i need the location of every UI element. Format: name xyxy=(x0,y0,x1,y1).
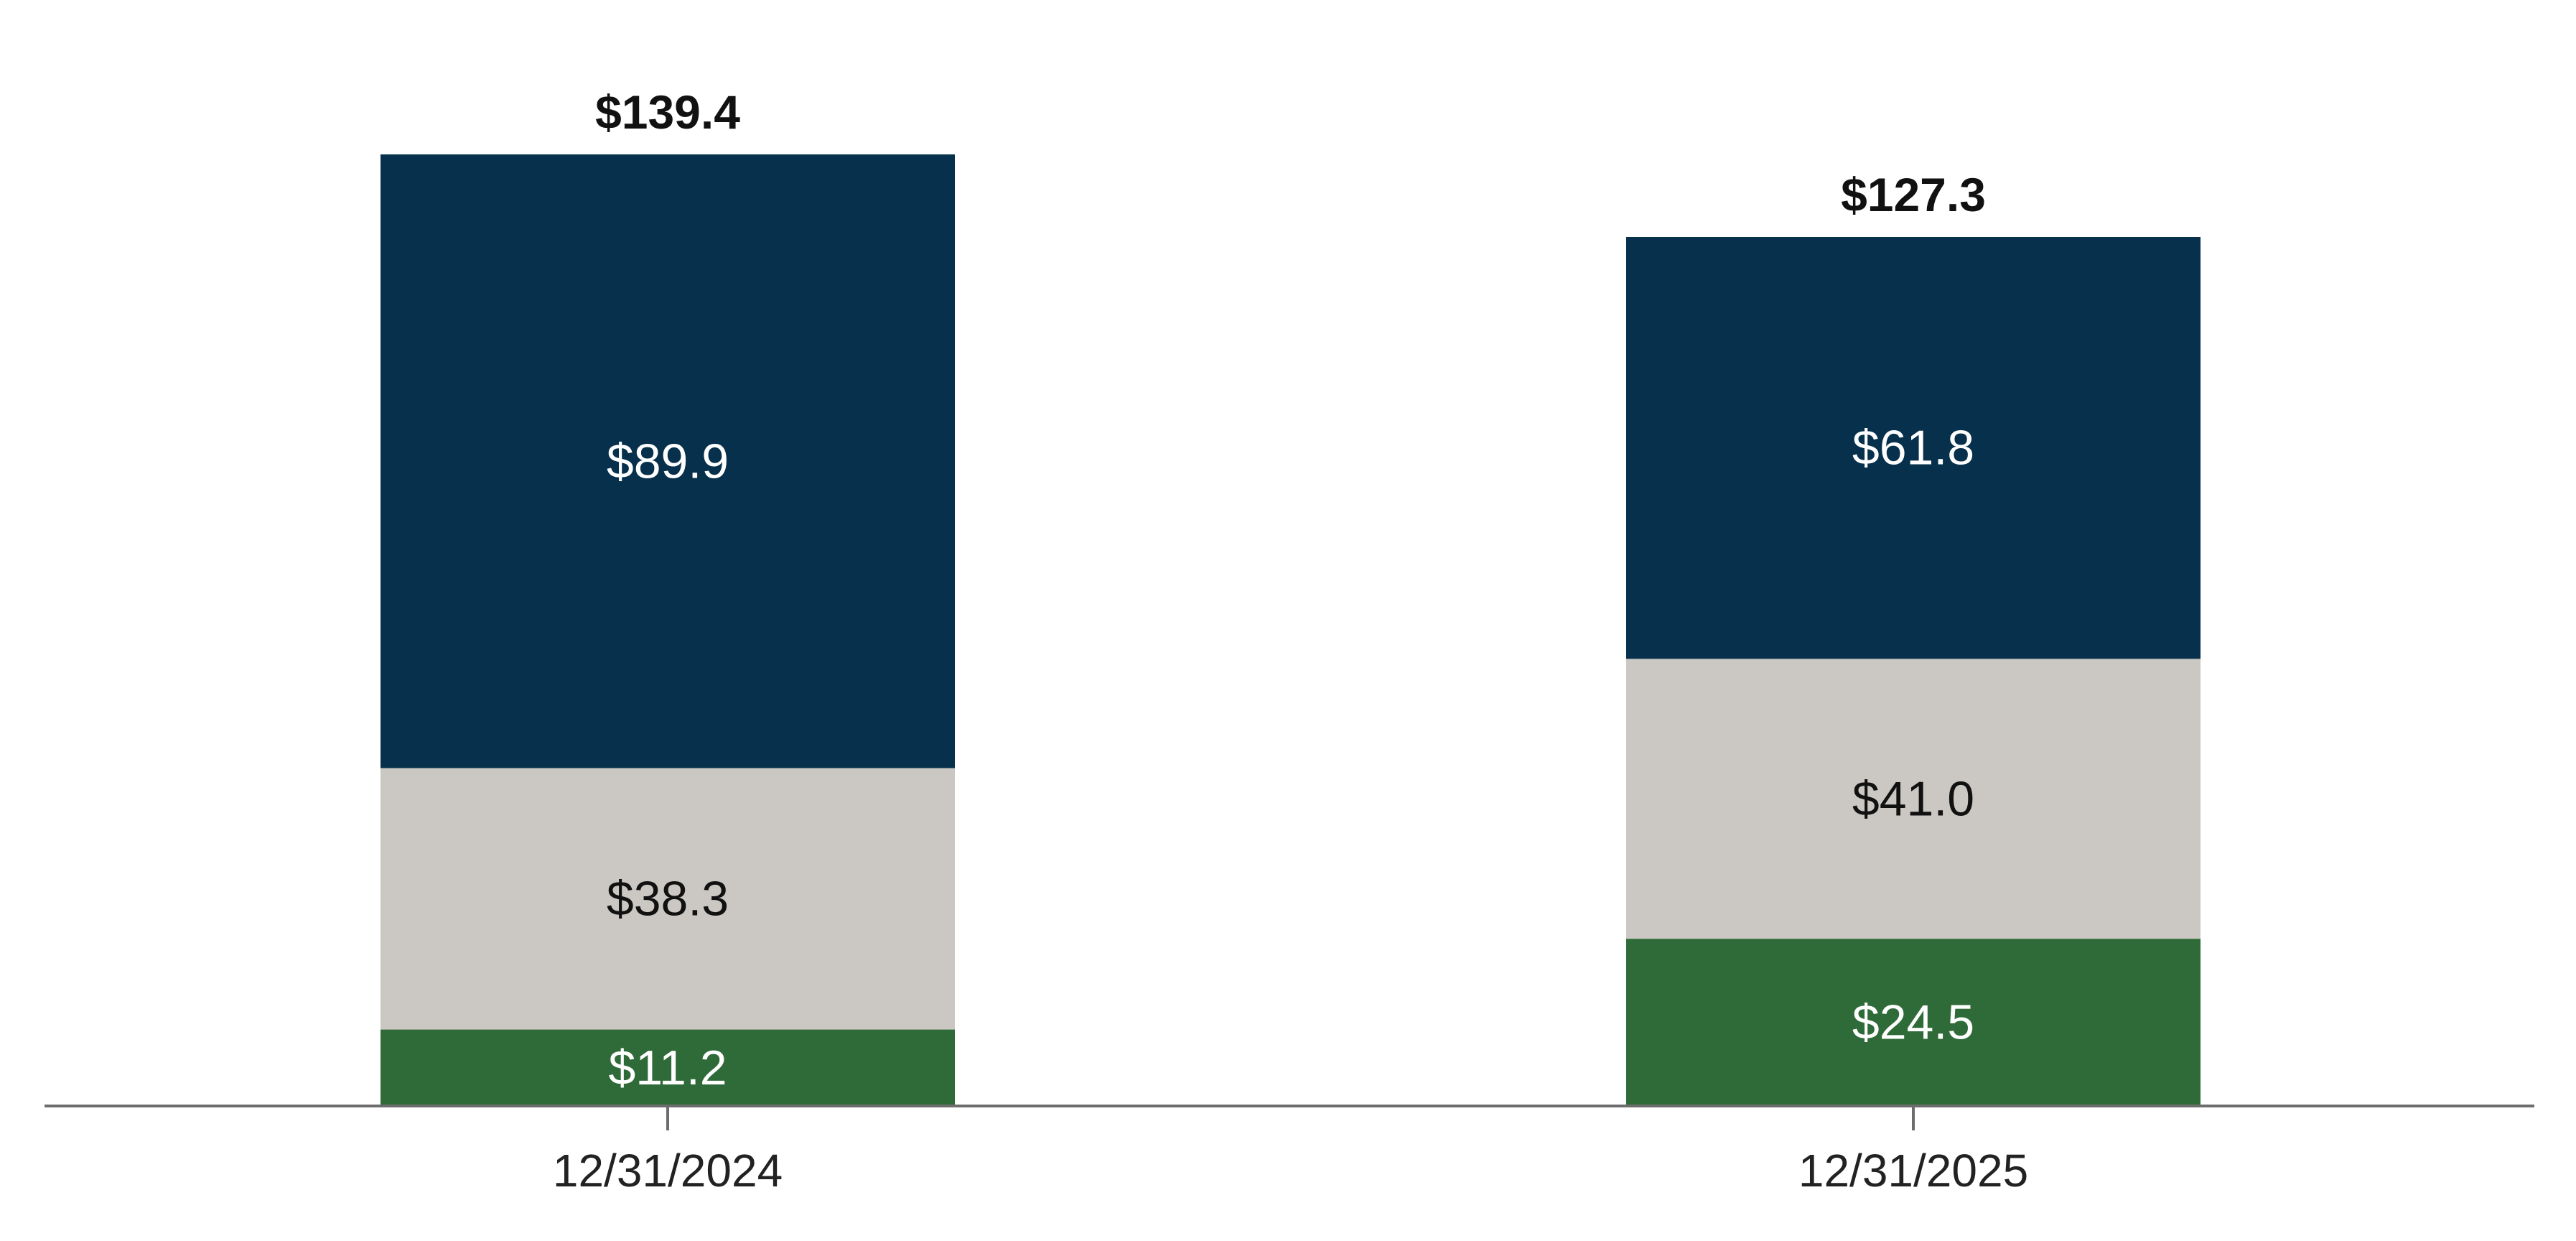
x-axis-ticks: 12/31/2024 12/31/2025 xyxy=(553,1106,2028,1196)
bar-segments xyxy=(381,154,2201,1106)
segment-value-label: $24.5 xyxy=(1852,995,1974,1050)
segment-value-label: $41.0 xyxy=(1852,771,1974,826)
segment-value-label: $61.8 xyxy=(1852,421,1974,475)
segment-value-label: $11.2 xyxy=(608,1041,727,1095)
segment-value-label: $38.3 xyxy=(607,872,729,926)
total-labels: $139.4 $127.3 xyxy=(595,85,1986,221)
x-tick-label: 12/31/2024 xyxy=(553,1145,783,1196)
bar-segment-0-1 xyxy=(381,768,955,1030)
bar-segment-1-2 xyxy=(1626,237,2201,659)
bar-segment-1-0 xyxy=(1626,939,2201,1106)
total-value-label: $127.3 xyxy=(1841,168,1986,221)
segment-value-label: $89.9 xyxy=(607,434,729,488)
x-tick-label: 12/31/2025 xyxy=(1798,1145,2028,1196)
bar-segment-0-2 xyxy=(381,154,955,768)
total-value-label: $139.4 xyxy=(595,85,740,139)
segment-labels: $11.2 $38.3 $89.9 $24.5 $41.0 $61.8 xyxy=(607,421,1974,1095)
bar-segment-1-1 xyxy=(1626,659,2201,939)
bar-segment-0-0 xyxy=(381,1029,955,1106)
